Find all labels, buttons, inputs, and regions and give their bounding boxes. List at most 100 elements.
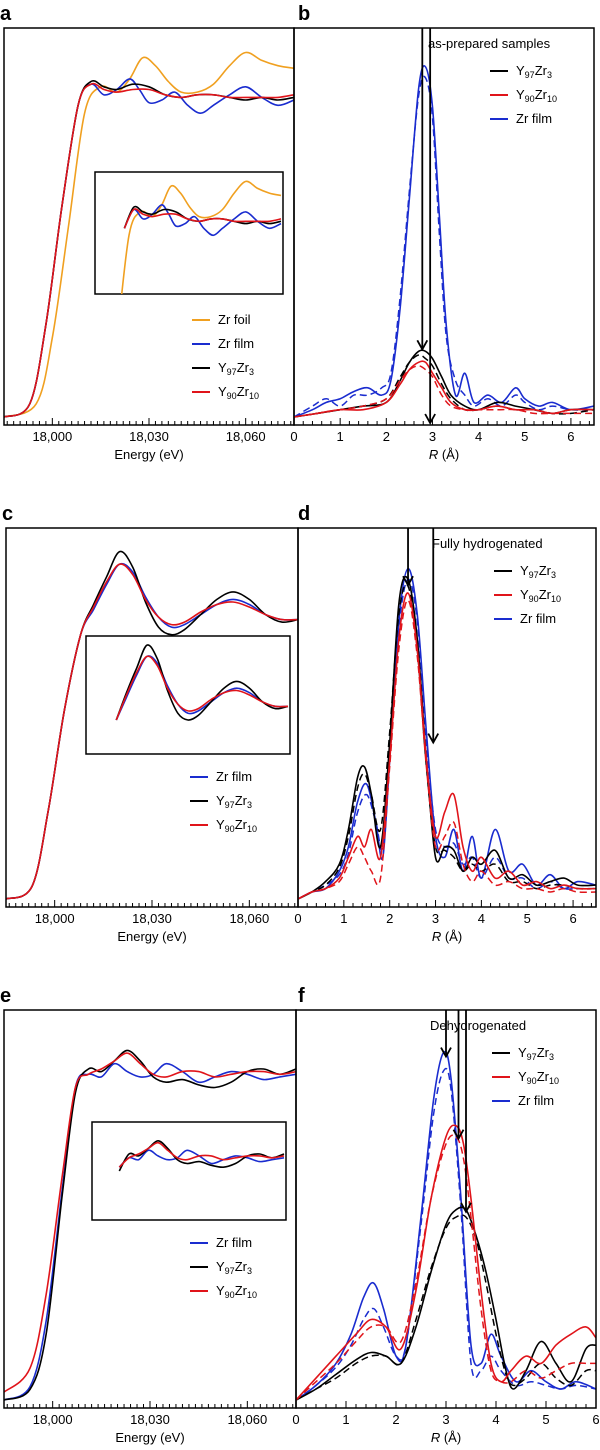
inset-line-y90zr10	[118, 1141, 285, 1168]
tick-label: 3	[429, 429, 436, 444]
panel-label: a	[0, 3, 12, 25]
legend-subscript: 10	[249, 391, 259, 401]
legend-text: Y	[518, 1045, 527, 1060]
tick-label: 18,060	[226, 429, 266, 444]
legend-label-y90zr10: Y90Zr10	[518, 1069, 559, 1086]
legend-label-zr_foil: Zr foil	[218, 312, 251, 327]
x-axis-label-unit: (Å)	[440, 1430, 461, 1445]
x-axis-label: Energy (eV)	[117, 929, 186, 944]
legend-text: Zr	[235, 1259, 248, 1274]
legend-label-zr_film: Zr film	[516, 111, 552, 126]
plot-frame	[295, 1009, 597, 1409]
legend-label-y97zr3: Y97Zr3	[216, 793, 252, 810]
legend-subscript: 3	[247, 800, 252, 810]
tick-label: 18,030	[129, 429, 169, 444]
series-line-y90zr10-dashed	[294, 365, 594, 418]
arrow-head	[460, 1202, 472, 1214]
tick-label: 4	[475, 429, 482, 444]
legend-text: Y	[518, 1069, 527, 1084]
x-axis-label-unit: (Å)	[438, 447, 459, 462]
inset-lines	[118, 1139, 285, 1172]
tick-label: 18,060	[227, 1412, 267, 1427]
inset-frame	[94, 171, 284, 295]
x-axis-label-symbol: R	[432, 929, 441, 944]
plot-frame	[297, 527, 597, 908]
legend-text: Zr	[237, 360, 250, 375]
x-axis-label: R (Å)	[429, 447, 459, 462]
x-axis-label-symbol: R	[431, 1430, 440, 1445]
series-line-y97zr3	[296, 1206, 596, 1401]
series-line-zr_film	[4, 1062, 296, 1401]
legend-text: Y	[516, 87, 525, 102]
legend-subscript: 97	[527, 1052, 537, 1062]
legend-subscript: 90	[525, 94, 535, 104]
legend-label-y90zr10: Y90Zr10	[218, 384, 259, 401]
panel-label: d	[298, 503, 310, 525]
legend-subscript: 10	[551, 594, 561, 604]
tick-label: 3	[442, 1412, 449, 1427]
legend-text: Zr	[535, 87, 548, 102]
legend-label-y97zr3: Y97Zr3	[520, 563, 556, 580]
series-line-zr_foil	[4, 51, 294, 418]
legend-label-zr_film: Zr film	[520, 611, 556, 626]
legend-text: Y	[520, 587, 529, 602]
tick-label: 18,000	[33, 1412, 73, 1427]
legend-label-y90zr10: Y90Zr10	[516, 87, 557, 104]
x-axis-label: Energy (eV)	[114, 447, 183, 462]
panel-label: c	[2, 503, 13, 525]
inset-frame	[85, 635, 291, 755]
legend-subscript: 10	[247, 824, 257, 834]
legend-text: Y	[520, 563, 529, 578]
tick-label: 5	[521, 429, 528, 444]
panel-d: d0 1 2 3 4 5 6R (Å)Fully hydrogenatedY97Zr3Y90…	[294, 503, 597, 944]
series-line-zr_film	[294, 65, 594, 418]
tick-label: 18,000	[35, 911, 75, 926]
x-ticks: 0 1 2 3 4 5 6	[294, 900, 592, 926]
legend-subscript: 97	[225, 800, 235, 810]
legend-label-y90zr10: Y90Zr10	[216, 1283, 257, 1300]
legend-text: Zr	[537, 1069, 550, 1084]
series-lines	[4, 1049, 296, 1401]
inset-lines	[115, 644, 289, 721]
legend-text: Zr	[235, 817, 248, 832]
series-line-y90zr10-dashed	[296, 1134, 596, 1401]
legend-text: Zr	[537, 1045, 550, 1060]
legend-subscript: 3	[549, 1052, 554, 1062]
series-lines	[294, 65, 594, 418]
legend-text: Zr	[235, 1283, 248, 1298]
arrow-head	[402, 575, 414, 588]
tick-label: 3	[432, 911, 439, 926]
series-line-zr_film	[298, 567, 596, 900]
inset-line-y97zr3	[115, 644, 289, 721]
x-ticks: 18,000 18,030 18,060	[6, 418, 292, 444]
series-line-y97zr3	[4, 1049, 296, 1401]
legend-subscript: 3	[551, 570, 556, 580]
tick-label: 5	[524, 911, 531, 926]
x-axis-label: R (Å)	[432, 929, 462, 944]
tick-label: 4	[492, 1412, 499, 1427]
panel-label: f	[298, 985, 305, 1007]
series-line-zr_film-dashed	[298, 578, 596, 900]
plot-frame	[293, 27, 595, 426]
panel-label: e	[0, 985, 11, 1007]
series-line-y90zr10	[4, 82, 294, 418]
series-line-y97zr3-dashed	[296, 1214, 596, 1401]
panel-c: c 18,000 18,030 18,060 Energy (eV) Zr film Y97…	[2, 503, 299, 944]
x-axis-label-symbol: R	[429, 447, 438, 462]
x-ticks: 0 1 2 3 4 5 6	[292, 1401, 600, 1427]
legend-label-zr_film: Zr film	[518, 1093, 554, 1108]
panel-label: b	[298, 3, 310, 25]
legend-label-zr_film: Zr film	[216, 1235, 252, 1250]
legend-subscript: 90	[225, 824, 235, 834]
legend-label-y90zr10: Y90Zr10	[216, 817, 257, 834]
series-line-zr_film-dashed	[294, 75, 594, 418]
legend-subscript: 97	[225, 1266, 235, 1276]
series-line-y90zr10-dashed	[298, 599, 596, 900]
tick-label: 1	[337, 429, 344, 444]
series-line-zr_film	[296, 1050, 596, 1401]
